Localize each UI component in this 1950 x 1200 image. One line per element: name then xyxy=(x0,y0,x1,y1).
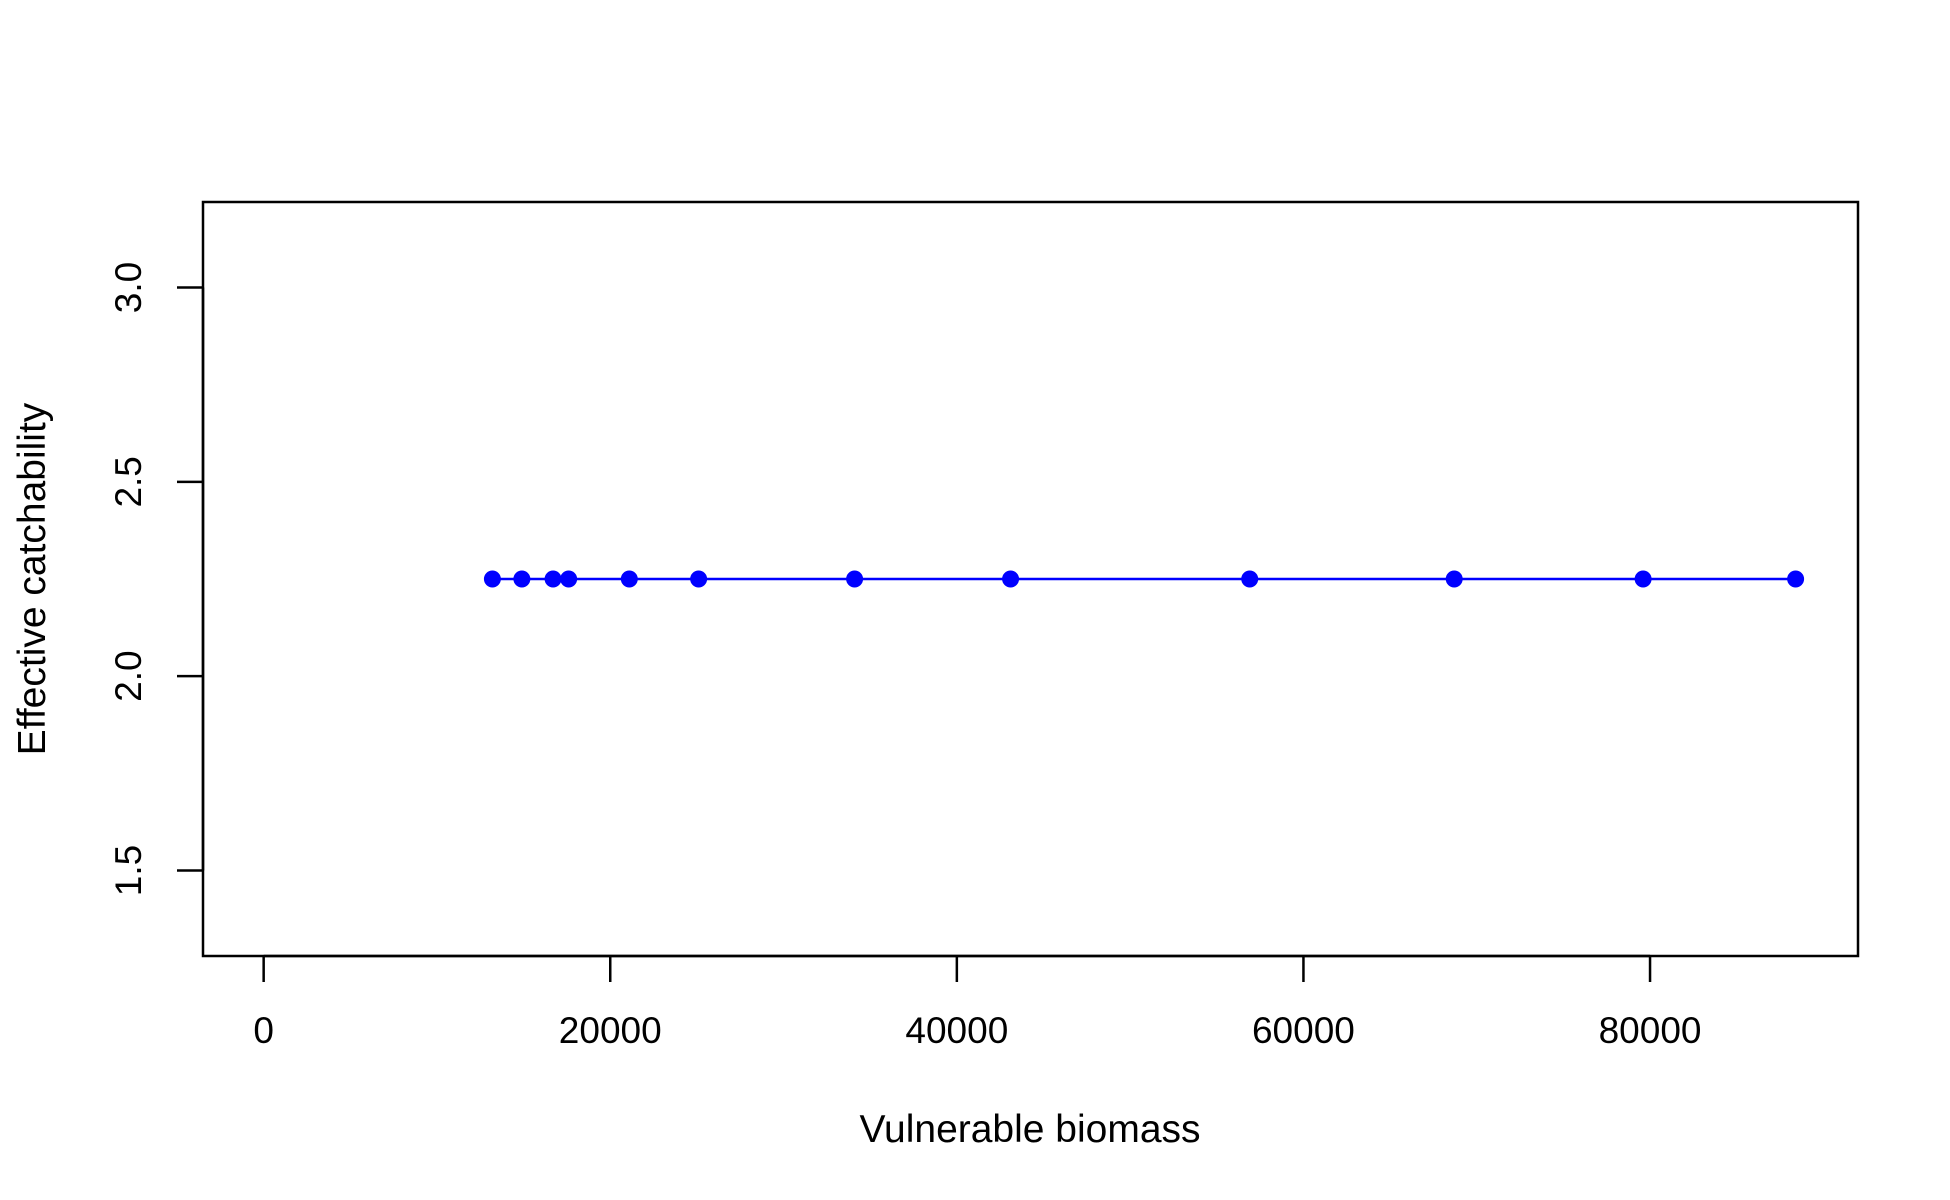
y-tick-label: 1.5 xyxy=(108,845,149,896)
data-point xyxy=(560,570,578,588)
data-point xyxy=(1787,570,1805,588)
x-tick-label: 20000 xyxy=(559,1010,662,1051)
x-tick-label: 40000 xyxy=(905,1010,1008,1051)
x-axis-title: Vulnerable biomass xyxy=(859,1108,1200,1151)
data-point xyxy=(1241,570,1259,588)
data-point xyxy=(483,570,501,588)
data-point xyxy=(620,570,638,588)
y-tick-label: 3.0 xyxy=(108,262,149,313)
x-axis: 0 20000 40000 60000 80000 xyxy=(253,954,1702,1051)
data-point xyxy=(846,570,864,588)
data-point xyxy=(1634,570,1652,588)
data-point xyxy=(690,570,708,588)
data-point xyxy=(1002,570,1020,588)
y-axis-title: Effective catchability xyxy=(11,402,54,755)
data-point xyxy=(544,570,562,588)
data-point xyxy=(1445,570,1463,588)
y-tick-label: 2.5 xyxy=(108,456,149,507)
y-axis: 1.5 2.0 2.5 3.0 xyxy=(108,262,205,896)
x-tick-label: 80000 xyxy=(1599,1010,1702,1051)
x-tick-label: 0 xyxy=(253,1010,274,1051)
y-tick-label: 2.0 xyxy=(108,650,149,701)
data-point xyxy=(513,570,531,588)
x-tick-label: 60000 xyxy=(1252,1010,1355,1051)
series-layer xyxy=(483,570,1805,588)
